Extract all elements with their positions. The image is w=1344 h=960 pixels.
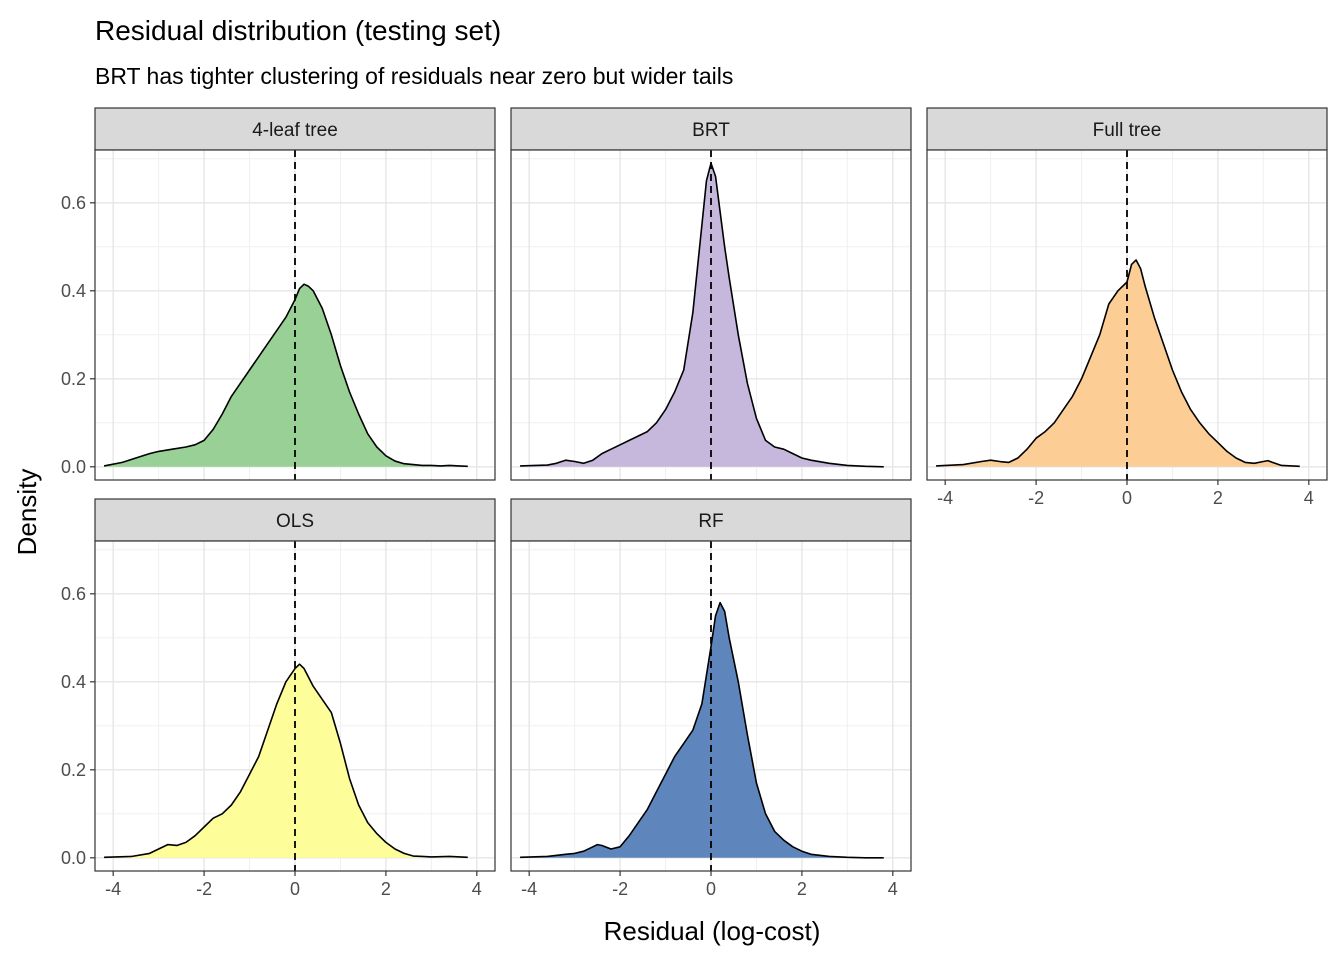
x-tick-label: -4	[937, 488, 953, 508]
density-area-brt	[520, 163, 884, 467]
density-area-4-leaf-tree	[104, 284, 468, 467]
chart-subtitle: BRT has tighter clustering of residuals …	[95, 63, 733, 89]
y-tick-label: 0.2	[61, 369, 86, 389]
facet-strip-label: Full tree	[1093, 120, 1162, 141]
chart-title: Residual distribution (testing set)	[95, 15, 501, 46]
x-tick-label: 2	[1213, 488, 1223, 508]
x-tick-label: 0	[290, 879, 300, 899]
facet-panel-rf: RF -4 -2 0 2 4	[510, 498, 912, 899]
facet-strip	[94, 107, 496, 151]
density-line-brt	[520, 162, 884, 468]
facet-strip-label: RF	[698, 511, 723, 532]
y-tick-label: 0.4	[61, 672, 86, 692]
density-area-full-tree	[936, 260, 1300, 467]
y-tick-label: 0.0	[61, 457, 86, 477]
facet-panel-4-leaf-tree: 4-leaf tree 0.0 0.2 0.4 0.6	[61, 107, 496, 481]
density-line-rf	[520, 601, 884, 859]
y-axis-title: Density	[12, 469, 42, 556]
x-tick-label: 2	[381, 879, 391, 899]
facet-strip	[510, 107, 912, 151]
x-tick-label: -4	[521, 879, 537, 899]
facet-strip-label: OLS	[276, 511, 314, 532]
x-tick-label: -2	[1028, 488, 1044, 508]
density-line-full-tree	[936, 259, 1300, 468]
density-line-ols	[104, 663, 468, 859]
y-tick-label: 0.4	[61, 281, 86, 301]
x-tick-label: -4	[105, 879, 121, 899]
facet-panel-full-tree: Full tree -4 -2 0 2 4	[926, 107, 1328, 508]
facet-strip-label: BRT	[692, 120, 730, 141]
facet-strip	[94, 498, 496, 542]
facet-panel-brt: BRT	[510, 107, 912, 481]
facet-strip-label: 4-leaf tree	[252, 120, 338, 141]
x-tick-label: 0	[706, 879, 716, 899]
y-tick-label: 0.6	[61, 584, 86, 604]
y-tick-label: 0.0	[61, 848, 86, 868]
x-tick-label: 2	[797, 879, 807, 899]
x-tick-label: 4	[1304, 488, 1314, 508]
x-tick-label: 4	[472, 879, 482, 899]
x-tick-label: 0	[1122, 488, 1132, 508]
x-axis-title: Residual (log-cost)	[604, 916, 821, 946]
density-area-rf	[520, 602, 884, 858]
facet-panels: 4-leaf tree 0.0 0.2 0.4 0.6 BRT Full tree -4 -2 0…	[61, 107, 1328, 899]
density-line-4-leaf-tree	[103, 283, 468, 468]
facet-strip	[926, 107, 1328, 151]
facet-panel-ols: OLS 0.0 0.2 0.4 0.6 -4 -2 0 2 4	[61, 498, 496, 899]
x-tick-label: 4	[888, 879, 898, 899]
x-tick-label: -2	[196, 879, 212, 899]
y-tick-label: 0.6	[61, 193, 86, 213]
x-tick-label: -2	[612, 879, 628, 899]
panel-border	[510, 149, 912, 481]
panel-border	[94, 149, 496, 481]
density-area-ols	[104, 664, 468, 858]
y-tick-label: 0.2	[61, 760, 86, 780]
